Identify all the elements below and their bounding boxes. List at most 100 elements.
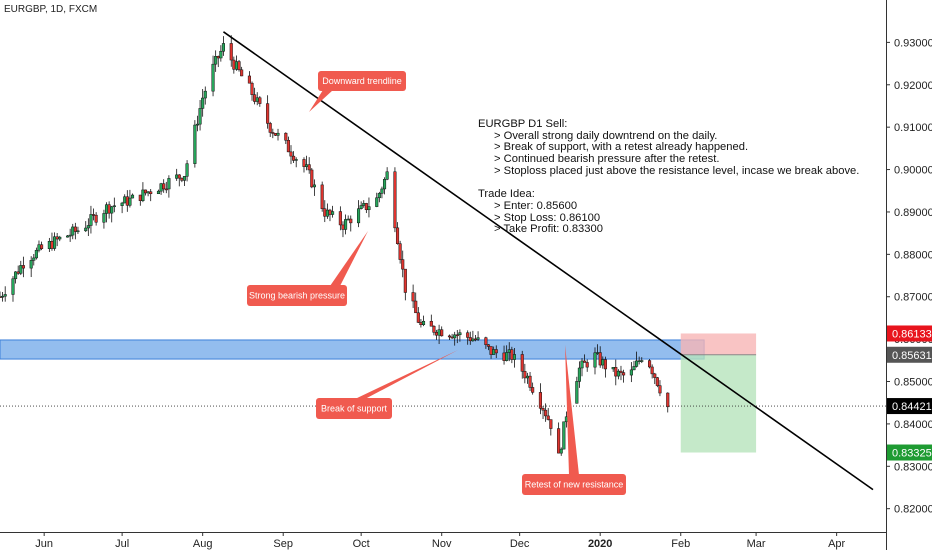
candle-body [76, 230, 80, 233]
candle-body [325, 209, 329, 217]
y-tick-label: 0.82000 [894, 504, 932, 516]
callout-pointer [330, 231, 368, 286]
y-tick-label: 0.84000 [894, 419, 932, 431]
candle-body [546, 415, 550, 420]
candle-body [635, 360, 639, 367]
candle-body [177, 174, 181, 179]
candle-body [294, 159, 298, 161]
candle-body [549, 419, 553, 429]
candle-body [414, 300, 418, 314]
candle-body [593, 352, 597, 368]
candle-body [138, 194, 142, 201]
candle-body [484, 337, 488, 345]
candle-body [520, 354, 524, 372]
candle-body [338, 211, 342, 226]
candle-body [195, 123, 200, 126]
candle-body [622, 372, 626, 376]
candle-body [616, 370, 620, 377]
candle-body [580, 360, 584, 369]
candle-body [302, 159, 306, 167]
candle-body [349, 218, 353, 224]
candle-body [492, 349, 496, 355]
candle-body [544, 409, 548, 417]
callout-background [522, 474, 626, 495]
time-axis-bg [0, 532, 932, 550]
candle-body [557, 428, 561, 454]
candle-body [538, 392, 542, 409]
y-tick-label: 0.89000 [894, 207, 932, 219]
candle-body [583, 360, 587, 363]
trade-idea-text: EURGBP D1 Sell: > Overall strong daily do… [478, 118, 859, 236]
candle-body [419, 322, 423, 325]
candle-body [357, 208, 361, 224]
candle-body [229, 43, 233, 61]
candle-body [19, 265, 23, 274]
candle-body [377, 193, 381, 199]
candle-body [380, 188, 384, 194]
candle-body [164, 188, 168, 191]
candle-body [476, 337, 480, 340]
candle-body [3, 294, 7, 297]
candle-body [11, 278, 15, 295]
candle-body [437, 329, 441, 336]
candle-body [559, 448, 563, 454]
candle-body [66, 235, 70, 238]
candle-body [55, 236, 59, 240]
candle-body [362, 203, 366, 206]
candle-body [341, 224, 345, 230]
candle-body [125, 196, 129, 206]
x-tick-label: Mar [747, 538, 766, 550]
candle-body [89, 214, 93, 226]
candle-body [180, 177, 184, 181]
callout-pointer [309, 90, 333, 112]
callout-background [247, 285, 347, 306]
callout-box: Downward trendline [309, 71, 406, 112]
candle-body [162, 183, 166, 190]
candle-body [214, 56, 218, 65]
candle-body [416, 312, 420, 323]
candle-body [440, 329, 444, 337]
candle-body [666, 392, 670, 408]
candle-body [53, 236, 57, 249]
candle-body [156, 190, 161, 195]
candle-body [411, 292, 415, 302]
price-badge [887, 346, 932, 363]
candle-body [219, 50, 223, 59]
candle-body [266, 103, 270, 124]
candle-body [331, 211, 335, 215]
callout-box: Break of support [316, 350, 458, 419]
candle-body [614, 367, 618, 377]
candle-body [585, 362, 589, 368]
candle-body [216, 56, 220, 59]
candle-body [640, 360, 644, 362]
y-tick-label: 0.91000 [894, 122, 932, 134]
candle-body [130, 194, 135, 199]
y-tick-label: 0.92000 [894, 80, 932, 92]
candle-body [507, 349, 511, 353]
y-tick-label: 0.85000 [894, 377, 932, 389]
candle-body [94, 214, 98, 223]
callout-label: Strong bearish pressure [249, 291, 345, 301]
candle-body [143, 189, 148, 194]
candle-body [650, 366, 654, 375]
candle-body [221, 43, 225, 52]
candle-body [525, 375, 529, 379]
candle-body [458, 332, 462, 336]
candle-body [255, 97, 259, 102]
candle-body [276, 132, 280, 136]
candle-body [84, 227, 88, 232]
price-badge [887, 398, 932, 415]
candle-body [120, 202, 124, 206]
candle-body [34, 249, 38, 259]
candle-body [247, 75, 251, 84]
x-tick-label: Sep [273, 538, 293, 550]
x-tick-label: Dec [510, 538, 530, 550]
candle-body [250, 82, 254, 95]
candle-body [107, 204, 111, 214]
callout-box: Strong bearish pressure [247, 231, 368, 306]
y-tick-label: 0.88000 [894, 249, 932, 261]
candle-body [375, 197, 379, 207]
y-tick-label: 0.90000 [894, 165, 932, 177]
candle-body [395, 227, 400, 244]
